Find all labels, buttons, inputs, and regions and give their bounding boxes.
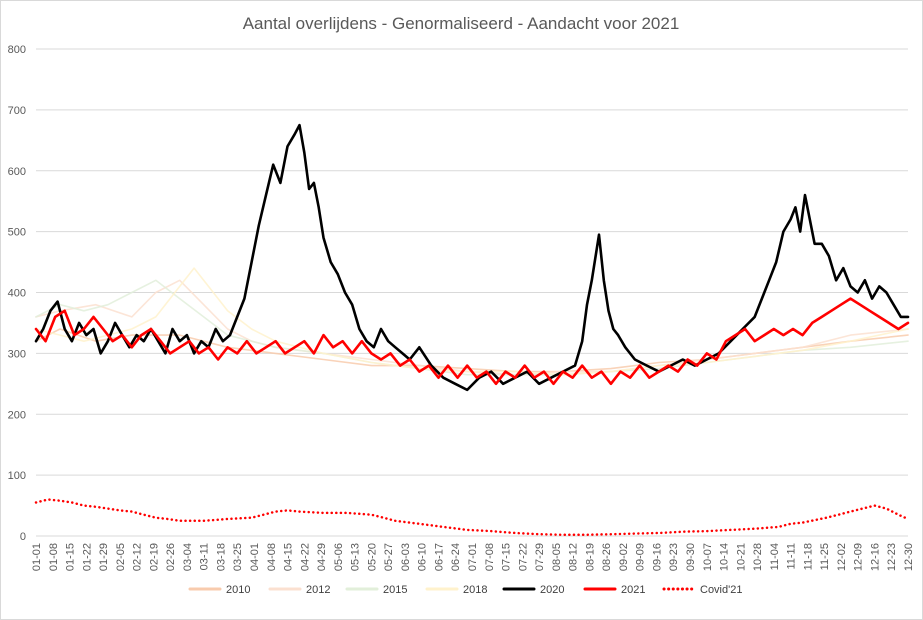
x-tick-label: 06-03 bbox=[400, 543, 412, 571]
grid bbox=[36, 48, 908, 537]
x-tick-label: 07-08 bbox=[484, 543, 496, 571]
x-tick-label: 11-25 bbox=[819, 543, 831, 570]
x-tick-label: 10-28 bbox=[752, 543, 764, 571]
y-axis: 0 100 200 300 400 500 600 700 800 bbox=[8, 44, 26, 543]
x-tick-label: 12-23 bbox=[886, 543, 898, 571]
y-tick-label: 300 bbox=[8, 348, 26, 360]
series-line-2018 bbox=[35, 267, 909, 376]
y-tick-label: 200 bbox=[8, 409, 26, 421]
x-tick-label: 07-22 bbox=[517, 543, 529, 571]
y-tick-label: 700 bbox=[8, 105, 26, 117]
x-tick-label: 05-06 bbox=[333, 543, 345, 571]
x-tick-label: 01-01 bbox=[31, 543, 43, 571]
x-axis: 01-01 01-08 01-15 01-22 01-29 02-05 02-12 02-19… bbox=[31, 543, 915, 571]
chart-title: Aantal overlijdens - Genormaliseerd - Aa… bbox=[243, 14, 680, 33]
x-tick-label: 06-10 bbox=[417, 543, 429, 571]
y-tick-label: 0 bbox=[20, 531, 26, 543]
legend: 2010 2012 2015 2018 2020 2021 Covid'21 bbox=[188, 584, 742, 596]
x-tick-label: 12-30 bbox=[903, 543, 915, 571]
x-tick-label: 01-22 bbox=[81, 543, 93, 571]
x-tick-label: 05-13 bbox=[350, 543, 362, 571]
y-tick-label: 400 bbox=[8, 288, 26, 300]
x-tick-label: 09-02 bbox=[618, 543, 630, 571]
series-line-2021 bbox=[34, 297, 910, 386]
x-tick-label: 04-29 bbox=[316, 543, 328, 571]
x-tick-label: 12-16 bbox=[869, 543, 881, 571]
x-tick-label: 03-25 bbox=[232, 543, 244, 571]
legend-label: 2021 bbox=[621, 584, 645, 596]
x-tick-label: 11-04 bbox=[769, 543, 781, 570]
x-tick-label: 12-09 bbox=[853, 543, 865, 571]
x-tick-label: 05-20 bbox=[366, 543, 378, 571]
x-tick-label: 08-26 bbox=[601, 543, 613, 571]
x-tick-label: 03-18 bbox=[215, 543, 227, 571]
legend-label: 2018 bbox=[463, 584, 487, 596]
y-tick-label: 600 bbox=[8, 166, 26, 178]
x-tick-label: 07-29 bbox=[534, 543, 546, 571]
x-tick-label: 09-30 bbox=[685, 543, 697, 571]
x-tick-label: 04-15 bbox=[283, 543, 295, 571]
legend-label: Covid'21 bbox=[700, 584, 742, 596]
x-tick-label: 02-19 bbox=[148, 543, 160, 571]
x-tick-label: 01-15 bbox=[65, 543, 77, 571]
x-tick-label: 07-01 bbox=[467, 543, 479, 571]
legend-label: 2010 bbox=[226, 584, 250, 596]
x-tick-label: 08-05 bbox=[551, 543, 563, 571]
x-tick-label: 01-08 bbox=[48, 543, 60, 571]
x-tick-label: 11-11 bbox=[786, 543, 798, 570]
x-tick-label: 09-23 bbox=[668, 543, 680, 571]
x-tick-label: 06-24 bbox=[450, 543, 462, 571]
x-tick-label: 09-09 bbox=[635, 543, 647, 571]
x-tick-label: 04-22 bbox=[299, 543, 311, 571]
x-tick-label: 02-26 bbox=[165, 543, 177, 571]
x-tick-label: 10-21 bbox=[735, 543, 747, 571]
x-tick-label: 11-18 bbox=[802, 543, 814, 570]
x-tick-label: 04-01 bbox=[249, 543, 261, 571]
x-tick-label: 02-12 bbox=[132, 543, 144, 571]
x-tick-label: 09-16 bbox=[651, 543, 663, 571]
x-tick-label: 08-12 bbox=[568, 543, 580, 571]
x-tick-label: 06-17 bbox=[433, 543, 445, 571]
x-tick-label: 10-14 bbox=[719, 543, 731, 571]
x-tick-label: 01-29 bbox=[98, 543, 110, 571]
series-lines bbox=[34, 123, 910, 537]
legend-label: 2020 bbox=[540, 584, 564, 596]
legend-label: 2012 bbox=[306, 584, 330, 596]
y-tick-label: 500 bbox=[8, 227, 26, 239]
x-tick-label: 05-27 bbox=[383, 543, 395, 571]
x-tick-label: 08-19 bbox=[584, 543, 596, 571]
y-tick-label: 800 bbox=[8, 44, 26, 56]
x-tick-label: 12-02 bbox=[836, 543, 848, 571]
x-tick-label: 02-05 bbox=[115, 543, 127, 571]
y-tick-label: 100 bbox=[8, 470, 26, 482]
legend-label: 2015 bbox=[383, 584, 407, 596]
x-tick-label: 07-15 bbox=[501, 543, 513, 571]
series-line-2012 bbox=[35, 279, 909, 376]
x-tick-label: 10-07 bbox=[702, 543, 714, 571]
x-tick-label: 03-04 bbox=[182, 543, 194, 571]
series-line-2020 bbox=[34, 123, 910, 392]
x-tick-label: 04-08 bbox=[266, 543, 278, 571]
series-line-covid21 bbox=[34, 498, 910, 537]
x-tick-label: 03-11 bbox=[199, 543, 211, 570]
